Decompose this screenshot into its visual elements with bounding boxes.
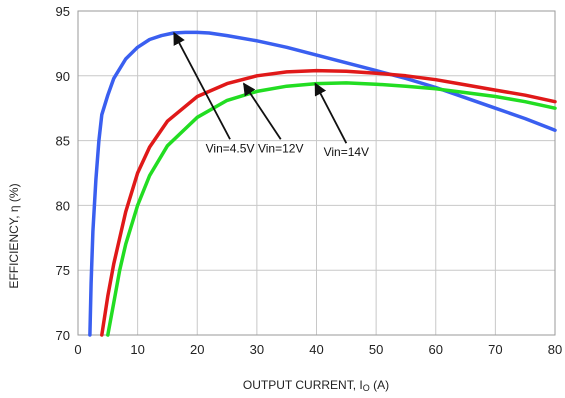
annotation-label-3: Vin=14V: [324, 145, 370, 159]
annotation-label-2: Vin=12V: [258, 141, 304, 155]
annotation-arrow-2: [243, 82, 282, 140]
plot-frame: [77, 10, 556, 336]
x-tick-label: 40: [309, 342, 323, 357]
x-axis-title-unit: (A): [370, 378, 389, 392]
x-tick-label: 30: [250, 342, 264, 357]
y-axis-title: EFFICIENCY, η (%): [7, 183, 21, 288]
annotation-arrow-1: [173, 31, 231, 140]
grid: [77, 10, 556, 336]
x-axis-title: OUTPUT CURRENT, IO (A): [243, 378, 389, 393]
series-line-3: [106, 81, 557, 337]
x-tick-label: 10: [130, 342, 144, 357]
annotations: Vin=4.5V Vin=12V Vin=14V: [173, 31, 370, 159]
annotation-label-1: Vin=4.5V: [206, 141, 255, 155]
annotation-arrow-3: [314, 82, 348, 144]
y-tick-label: 80: [56, 198, 70, 213]
series-line-2: [100, 68, 557, 337]
y-tick-label: 95: [56, 4, 70, 19]
series-group: [88, 30, 557, 337]
x-tick-label: 70: [488, 342, 502, 357]
tick-labels: 0 10 20 30 40 50 60 70 80 70 75 80 85 90 95: [56, 4, 563, 357]
y-tick-label: 90: [56, 69, 70, 84]
x-tick-label: 20: [190, 342, 204, 357]
x-tick-label: 0: [74, 342, 81, 357]
x-axis-title-subscript: O: [363, 383, 370, 393]
y-tick-label: 85: [56, 134, 70, 149]
y-tick-label: 70: [56, 328, 70, 343]
x-tick-label: 60: [429, 342, 443, 357]
x-axis-title-main: OUTPUT CURRENT, I: [243, 378, 363, 392]
y-tick-label: 75: [56, 263, 70, 278]
x-tick-label: 80: [548, 342, 562, 357]
x-tick-label: 50: [369, 342, 383, 357]
series-line-1: [88, 30, 557, 337]
